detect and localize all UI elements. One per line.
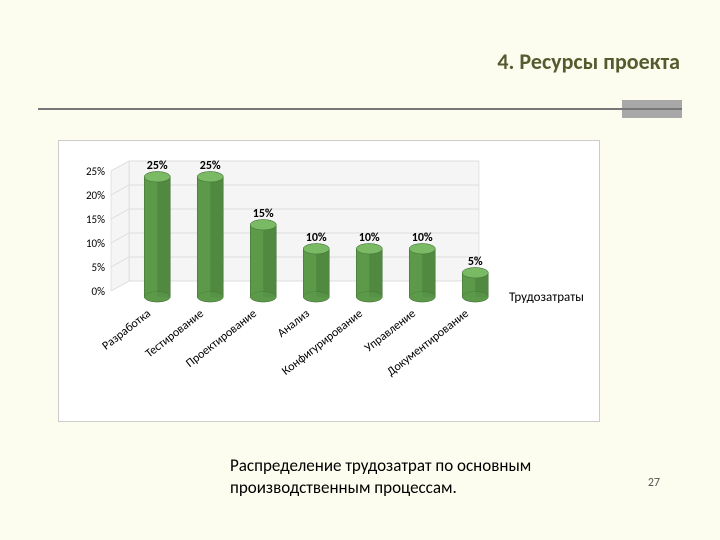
svg-text:Трудозатраты: Трудозатраты [509, 290, 584, 305]
svg-text:10%: 10% [359, 231, 380, 245]
svg-text:5%: 5% [92, 261, 106, 274]
page-title: 4. Ресурсы проекта [497, 48, 680, 75]
svg-text:15%: 15% [253, 207, 274, 221]
svg-text:20%: 20% [86, 189, 105, 202]
bar3d-chart: 0%5%10%15%20%25%25%Разработка25%Тестиров… [59, 141, 599, 421]
svg-text:25%: 25% [86, 165, 105, 178]
svg-text:10%: 10% [412, 231, 433, 245]
svg-text:0%: 0% [92, 285, 106, 298]
chart-frame: 0%5%10%15%20%25%25%Разработка25%Тестиров… [58, 140, 600, 422]
svg-text:25%: 25% [147, 159, 168, 173]
svg-text:15%: 15% [86, 213, 105, 226]
chart-caption: Распределение трудозатрат по основным пр… [230, 455, 590, 499]
page-number: 27 [648, 476, 660, 490]
svg-text:10%: 10% [86, 237, 105, 250]
svg-text:5%: 5% [468, 255, 483, 269]
svg-text:25%: 25% [200, 159, 221, 173]
svg-text:10%: 10% [306, 231, 327, 245]
hr-line [38, 108, 682, 110]
